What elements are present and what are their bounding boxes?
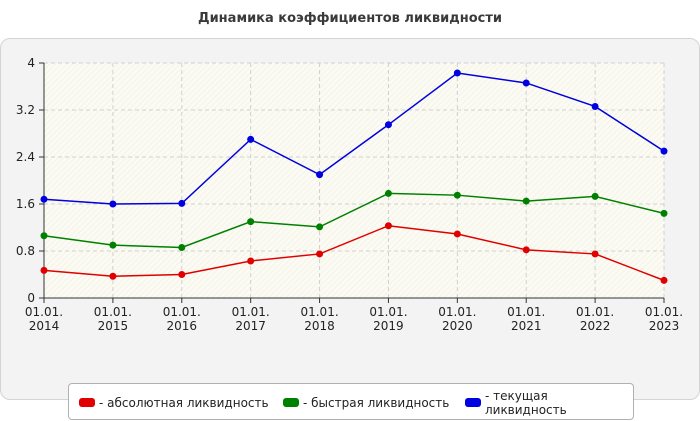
- legend-item-quick: - быстрая ликвидность: [283, 384, 449, 421]
- legend: - абсолютная ликвидность - быстрая ликви…: [68, 383, 634, 420]
- y-tick-label: 0.8: [16, 244, 35, 258]
- data-point-0: [384, 222, 392, 230]
- y-tick-label: 4: [27, 56, 35, 70]
- data-point-1: [109, 241, 117, 249]
- y-tick-label: 3.2: [16, 103, 35, 117]
- data-point-1: [178, 243, 186, 251]
- data-point-2: [109, 200, 117, 208]
- data-point-2: [247, 135, 255, 143]
- x-tick-label: 01.01. 2019: [369, 305, 407, 333]
- legend-item-current: - текущая ликвидность: [465, 384, 633, 421]
- legend-label-absolute: - абсолютная ликвидность: [99, 395, 269, 410]
- data-point-1: [316, 223, 324, 231]
- y-tick-label: 1.6: [16, 197, 35, 211]
- data-point-1: [247, 218, 255, 226]
- series-line-0: [43, 224, 665, 282]
- x-tick-label: 01.01. 2015: [94, 305, 132, 333]
- x-tick-label: 01.01. 2016: [163, 305, 201, 333]
- legend-swatch-current: [465, 398, 481, 407]
- data-point-1: [384, 189, 392, 197]
- chart-title: Динамика коэффициентов ликвидности: [198, 11, 502, 26]
- data-point-2: [316, 171, 324, 179]
- series-line-1: [43, 192, 665, 249]
- x-tick-label: 01.01. 2022: [576, 305, 614, 333]
- x-tick-label: 01.01. 2018: [300, 305, 338, 333]
- y-tick-label: 2.4: [16, 150, 35, 164]
- x-tick-label: 01.01. 2021: [507, 305, 545, 333]
- data-point-1: [522, 197, 530, 205]
- data-point-0: [591, 250, 599, 258]
- data-point-0: [109, 272, 117, 280]
- data-point-0: [40, 266, 48, 274]
- legend-label-quick: - быстрая ликвидность: [303, 395, 450, 410]
- legend-item-absolute: - абсолютная ликвидность: [79, 384, 269, 421]
- data-point-2: [384, 121, 392, 129]
- data-point-0: [247, 257, 255, 265]
- data-point-1: [453, 191, 461, 199]
- legend-swatch-quick: [283, 398, 299, 407]
- data-point-0: [660, 276, 668, 284]
- data-point-0: [178, 271, 186, 278]
- data-point-2: [660, 147, 668, 155]
- x-tick-label: 01.01. 2020: [438, 305, 476, 333]
- data-point-0: [316, 250, 324, 258]
- data-point-2: [453, 69, 461, 77]
- data-point-2: [40, 195, 48, 203]
- x-tick-label: 01.01. 2017: [232, 305, 270, 333]
- legend-swatch-absolute: [79, 398, 95, 407]
- data-point-1: [40, 232, 48, 240]
- data-point-2: [178, 199, 186, 207]
- plot-area: [44, 63, 664, 298]
- series-line-2: [43, 72, 665, 205]
- x-tick-label: 01.01. 2014: [25, 305, 63, 333]
- data-point-2: [522, 79, 530, 87]
- legend-label-current: - текущая ликвидность: [484, 388, 567, 417]
- data-point-1: [660, 209, 668, 217]
- data-point-2: [591, 102, 599, 110]
- line-chart: 0 0.8 1.6 2.4 3.2 4 01.01. 2014 01.01. 2015 01.01.…: [16, 56, 683, 333]
- chart-panel: 0 0.8 1.6 2.4 3.2 4 01.01. 2014 01.01. 2015 01.01.…: [0, 38, 700, 420]
- data-point-0: [453, 230, 461, 238]
- data-point-0: [522, 246, 530, 254]
- x-tick-label: 01.01. 2023: [645, 305, 683, 333]
- y-tick-label: 0: [27, 291, 35, 305]
- data-point-1: [591, 192, 599, 200]
